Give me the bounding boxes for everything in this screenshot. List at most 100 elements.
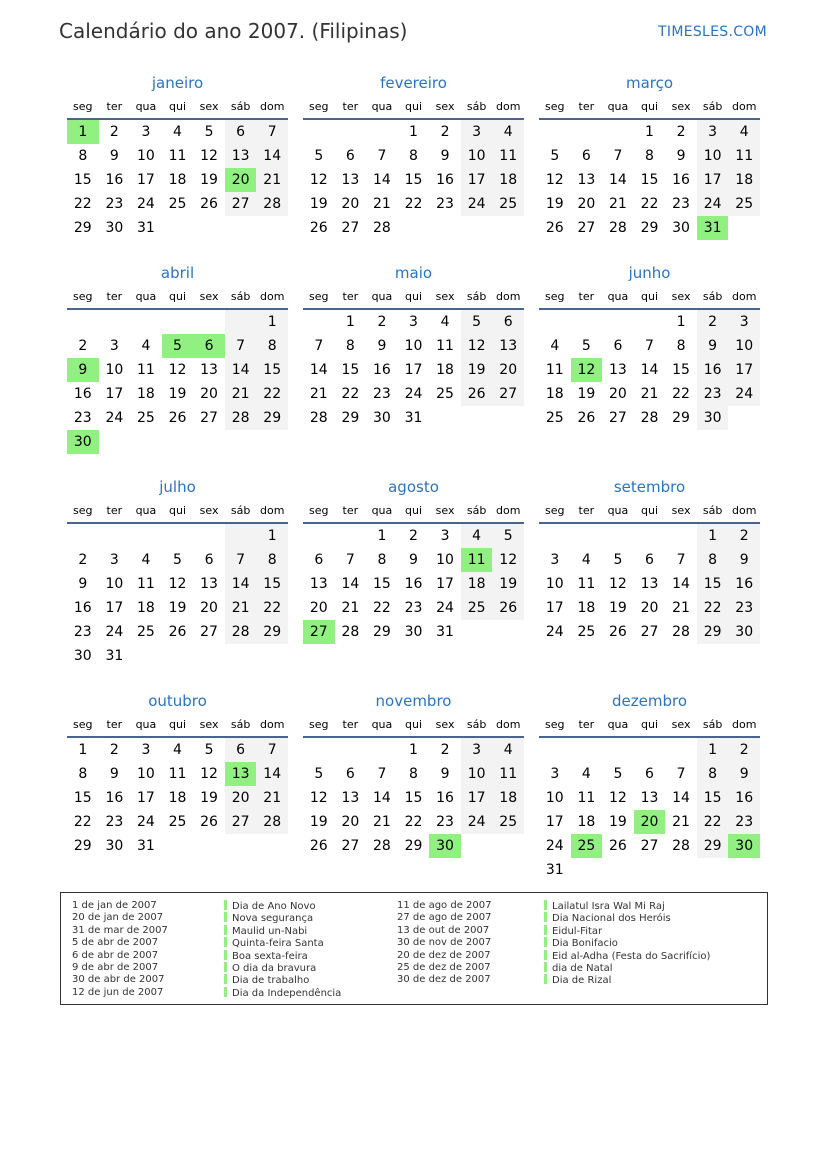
day-cell[interactable]: 9 (109, 148, 119, 164)
holiday-day-cell[interactable]: 5 (161, 334, 194, 358)
day-cell[interactable]: 12 (460, 334, 493, 358)
day-cell[interactable]: 21 (256, 786, 288, 810)
day-cell[interactable]: 2 (728, 524, 760, 548)
day-cell[interactable]: 5 (173, 552, 182, 568)
day-cell[interactable]: 2 (696, 310, 729, 334)
day-cell[interactable]: 15 (73, 172, 92, 188)
day-cell[interactable]: 16 (73, 386, 92, 402)
day-cell[interactable]: 12 (168, 362, 187, 378)
day-cell[interactable]: 7 (345, 552, 355, 568)
holiday-day-cell[interactable]: 30 (429, 834, 461, 858)
day-cell[interactable]: 6 (645, 766, 654, 782)
day-cell[interactable]: 26 (200, 814, 218, 830)
day-cell[interactable]: 22 (696, 810, 729, 834)
day-cell[interactable]: 13 (341, 172, 360, 188)
day-cell[interactable]: 7 (224, 548, 257, 572)
day-cell[interactable]: 14 (224, 572, 257, 596)
day-cell[interactable]: 10 (460, 762, 493, 786)
day-cell[interactable]: 23 (728, 810, 760, 834)
day-cell[interactable]: 9 (409, 552, 418, 568)
day-cell[interactable]: 28 (224, 620, 257, 644)
day-cell[interactable]: 2 (728, 738, 760, 762)
day-cell[interactable]: 4 (492, 120, 524, 144)
holiday-day-cell[interactable]: 30 (728, 834, 760, 858)
day-cell[interactable]: 20 (640, 600, 659, 616)
day-cell[interactable]: 4 (460, 524, 493, 548)
day-cell[interactable]: 7 (314, 338, 324, 354)
day-cell[interactable]: 19 (200, 172, 218, 188)
day-cell[interactable]: 7 (256, 120, 288, 144)
day-cell[interactable]: 20 (609, 386, 627, 402)
day-cell[interactable]: 26 (609, 838, 627, 854)
day-cell[interactable]: 12 (309, 172, 328, 188)
day-cell[interactable]: 22 (404, 814, 423, 830)
day-cell[interactable]: 6 (645, 552, 654, 568)
holiday-day-cell[interactable]: 27 (303, 620, 335, 644)
day-cell[interactable]: 30 (696, 406, 729, 430)
day-cell[interactable]: 3 (696, 120, 729, 144)
day-cell[interactable]: 24 (404, 386, 423, 402)
day-cell[interactable]: 14 (256, 762, 288, 786)
day-cell[interactable]: 19 (168, 600, 187, 616)
day-cell[interactable]: 1 (256, 524, 288, 548)
day-cell[interactable]: 30 (105, 838, 124, 854)
day-cell[interactable]: 18 (168, 790, 187, 806)
holiday-day-cell[interactable]: 6 (193, 334, 225, 358)
day-cell[interactable]: 5 (581, 338, 591, 354)
day-cell[interactable]: 2 (109, 742, 119, 758)
day-cell[interactable]: 23 (105, 814, 124, 830)
day-cell[interactable]: 1 (409, 124, 418, 140)
day-cell[interactable]: 16 (105, 172, 124, 188)
day-cell[interactable]: 8 (409, 148, 418, 164)
day-cell[interactable]: 25 (492, 810, 524, 834)
day-cell[interactable]: 6 (314, 552, 324, 568)
day-cell[interactable]: 5 (492, 524, 524, 548)
day-cell[interactable]: 21 (256, 168, 288, 192)
day-cell[interactable]: 30 (404, 624, 423, 640)
day-cell[interactable]: 13 (577, 172, 596, 188)
day-cell[interactable]: 1 (696, 738, 729, 762)
day-cell[interactable]: 19 (309, 814, 328, 830)
day-cell[interactable]: 16 (728, 572, 760, 596)
day-cell[interactable]: 29 (73, 220, 92, 236)
day-cell[interactable]: 20 (200, 600, 218, 616)
day-cell[interactable]: 23 (728, 596, 760, 620)
day-cell[interactable]: 21 (373, 196, 391, 212)
day-cell[interactable]: 28 (341, 624, 360, 640)
day-cell[interactable]: 2 (377, 314, 387, 330)
day-cell[interactable]: 18 (728, 168, 760, 192)
day-cell[interactable]: 20 (341, 196, 360, 212)
day-cell[interactable]: 29 (696, 834, 729, 858)
day-cell[interactable]: 21 (609, 196, 627, 212)
day-cell[interactable]: 5 (460, 310, 493, 334)
day-cell[interactable]: 16 (404, 576, 423, 592)
day-cell[interactable]: 27 (200, 624, 218, 640)
day-cell[interactable]: 2 (109, 124, 119, 140)
day-cell[interactable]: 2 (78, 338, 88, 354)
day-cell[interactable]: 7 (676, 766, 686, 782)
day-cell[interactable]: 3 (550, 552, 560, 568)
day-cell[interactable]: 2 (78, 552, 88, 568)
day-cell[interactable]: 4 (440, 314, 450, 330)
day-cell[interactable]: 26 (309, 838, 328, 854)
day-cell[interactable]: 24 (436, 600, 454, 616)
day-cell[interactable]: 3 (440, 528, 450, 544)
holiday-day-cell[interactable]: 9 (67, 358, 99, 382)
day-cell[interactable]: 1 (676, 314, 686, 330)
day-cell[interactable]: 4 (492, 738, 524, 762)
holiday-day-cell[interactable]: 11 (460, 548, 493, 572)
day-cell[interactable]: 23 (696, 382, 729, 406)
day-cell[interactable]: 22 (256, 382, 288, 406)
day-cell[interactable]: 4 (173, 742, 182, 758)
day-cell[interactable]: 22 (404, 196, 423, 212)
day-cell[interactable]: 13 (309, 576, 328, 592)
day-cell[interactable]: 15 (404, 790, 423, 806)
day-cell[interactable]: 28 (672, 624, 690, 640)
day-cell[interactable]: 11 (168, 148, 187, 164)
day-cell[interactable]: 20 (200, 386, 218, 402)
day-cell[interactable]: 3 (141, 742, 151, 758)
day-cell[interactable]: 31 (137, 838, 155, 854)
day-cell[interactable]: 21 (672, 814, 690, 830)
day-cell[interactable]: 12 (200, 148, 218, 164)
day-cell[interactable]: 30 (728, 620, 760, 644)
